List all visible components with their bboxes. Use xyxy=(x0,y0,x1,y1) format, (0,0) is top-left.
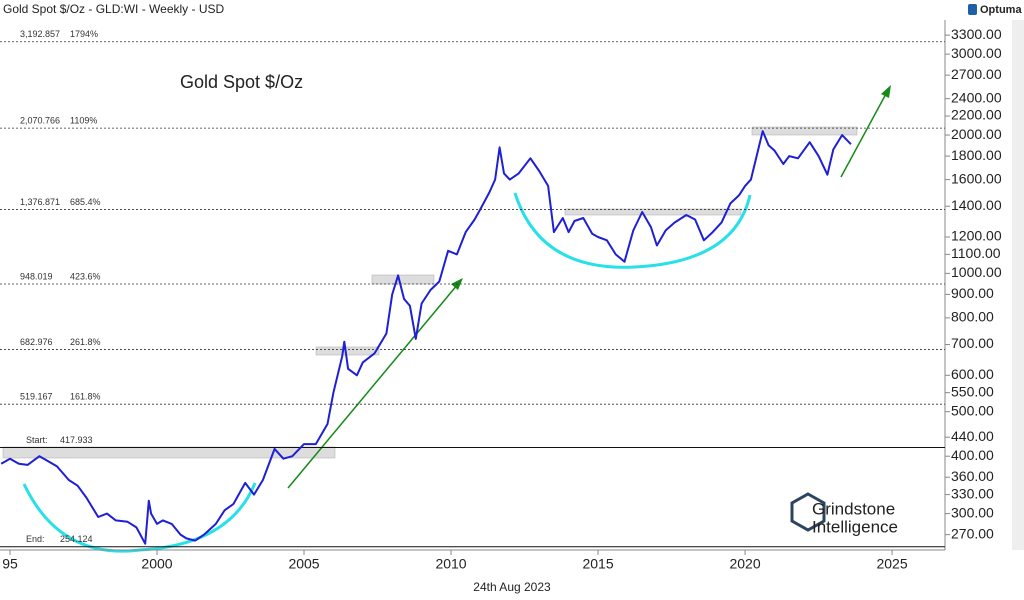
y-tick-label: 2200.00 xyxy=(951,107,1002,123)
chart: Gold Spot $/Oz - GLD:WI - Weekly - USD O… xyxy=(0,0,1024,600)
footer: 24th Aug 2023 xyxy=(473,580,551,594)
level-label: 3,192.857 xyxy=(20,29,60,39)
y-tick-label: 1100.00 xyxy=(951,245,1001,261)
y-tick-label: 1200.00 xyxy=(951,228,1002,244)
level-label: 519.167 xyxy=(20,392,53,402)
y-tick-label: 300.00 xyxy=(951,504,994,520)
x-tick-label: 2025 xyxy=(876,556,907,572)
level-label: 682.976 xyxy=(20,337,53,347)
level-pct: 1794% xyxy=(70,29,98,39)
level-pct: 1109% xyxy=(70,115,97,125)
level-pct: 685.4% xyxy=(70,197,101,207)
zone xyxy=(372,275,434,284)
zone xyxy=(316,347,379,355)
y-tick-label: 400.00 xyxy=(951,447,994,463)
x-tick-label: 2010 xyxy=(435,556,466,572)
chart-title: Gold Spot $/Oz xyxy=(180,72,303,92)
level-label: 1,376.871 xyxy=(20,197,60,207)
end-line-label: End: xyxy=(26,534,45,544)
y-tick-label: 330.00 xyxy=(951,485,994,501)
end-line-value: 254.124 xyxy=(60,534,93,544)
y-tick-label: 900.00 xyxy=(951,285,994,301)
level-label: 948.019 xyxy=(20,271,53,281)
header: Gold Spot $/Oz - GLD:WI - Weekly - USD xyxy=(3,2,224,16)
y-tick-label: 1000.00 xyxy=(951,264,1002,280)
x-tick-label: 2005 xyxy=(288,556,319,572)
y-tick-label: 1400.00 xyxy=(951,197,1002,213)
brand: Optuma xyxy=(980,4,1022,16)
scrollbar[interactable] xyxy=(1012,20,1024,550)
start-line-value: 417.933 xyxy=(60,435,93,445)
level-pct: 261.8% xyxy=(70,337,101,347)
x-tick-label: 95 xyxy=(2,556,18,572)
y-tick-label: 2700.00 xyxy=(951,66,1002,82)
level-label: 2,070.766 xyxy=(20,115,60,125)
y-tick-label: 1600.00 xyxy=(951,170,1002,186)
y-tick-label: 700.00 xyxy=(951,335,994,351)
y-tick-label: 440.00 xyxy=(951,428,994,444)
x-tick-label: 2000 xyxy=(141,556,172,572)
watermark-line: Intelligence xyxy=(812,517,898,536)
y-tick-label: 500.00 xyxy=(951,402,994,418)
y-tick-label: 3300.00 xyxy=(951,26,1002,42)
watermark-line: Grindstone xyxy=(812,499,895,518)
y-tick-label: 2400.00 xyxy=(951,89,1002,105)
y-tick-label: 800.00 xyxy=(951,309,994,325)
x-tick-label: 2015 xyxy=(582,556,613,572)
x-tick-label: 2020 xyxy=(729,556,760,572)
y-tick-label: 360.00 xyxy=(951,468,994,484)
y-tick-label: 1800.00 xyxy=(951,147,1002,163)
zone xyxy=(3,447,335,458)
y-tick-label: 600.00 xyxy=(951,366,994,382)
y-tick-label: 270.00 xyxy=(951,525,994,541)
y-tick-label: 550.00 xyxy=(951,383,994,399)
y-tick-label: 3000.00 xyxy=(951,45,1002,61)
brand-icon xyxy=(968,4,977,15)
level-pct: 161.8% xyxy=(70,392,101,402)
level-pct: 423.6% xyxy=(70,271,101,281)
y-tick-label: 2000.00 xyxy=(951,126,1002,142)
start-line-label: Start: xyxy=(26,435,48,445)
